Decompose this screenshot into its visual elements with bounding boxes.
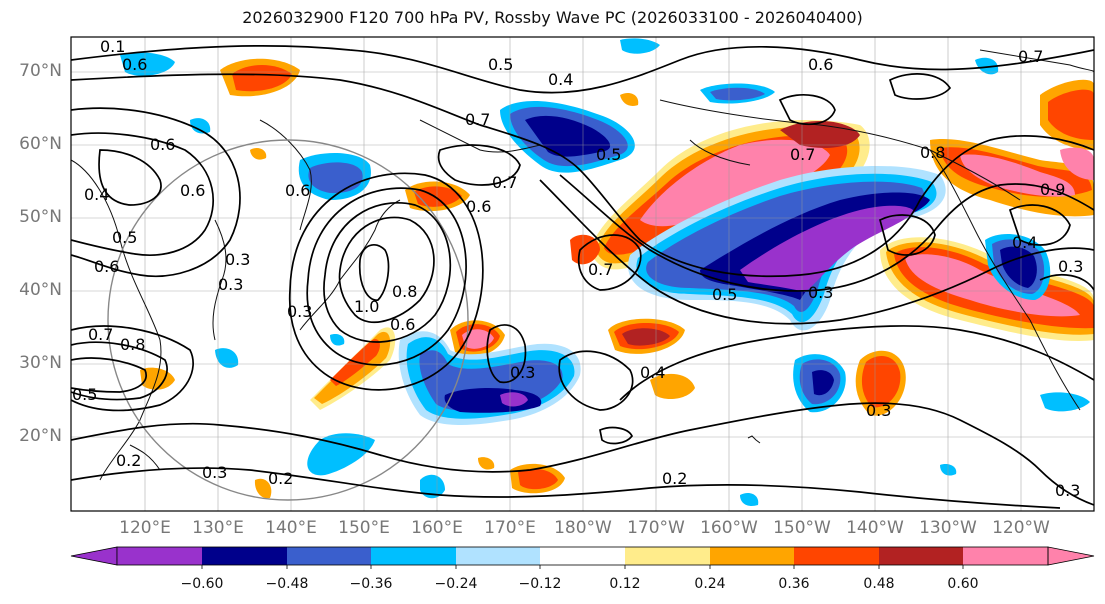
lat-label-70n: 70°N <box>19 61 62 81</box>
colorbar-tick-label: −0.36 <box>349 576 393 592</box>
contour-label: 0.6 <box>180 181 205 200</box>
lon-label-150w: 150°W <box>773 518 831 538</box>
lat-label-60n: 60°N <box>19 134 62 154</box>
colorbar-bin <box>879 547 963 565</box>
contour-label: 1.0 <box>354 297 379 316</box>
colorbar-bin <box>540 547 625 565</box>
contour-label: 0.5 <box>112 228 137 247</box>
lon-label-120w: 120°W <box>992 518 1050 538</box>
lon-label-170w: 170°W <box>627 518 685 538</box>
colorbar-bin <box>202 547 287 565</box>
contour-label: 0.4 <box>84 185 109 204</box>
lon-label-180w: 180°W <box>554 518 612 538</box>
lat-label-30n: 30°N <box>19 353 62 373</box>
contour-label: 0.6 <box>808 55 833 74</box>
contour-label: 0.7 <box>1018 47 1043 66</box>
colorbar-min-extend <box>70 546 118 566</box>
lon-label-160e: 160°E <box>411 518 463 538</box>
contour-label: 0.3 <box>808 283 833 302</box>
lat-label-50n: 50°N <box>19 207 62 227</box>
colorbar-tick-label: 0.36 <box>778 576 810 592</box>
contour-label: 0.7 <box>790 145 815 164</box>
colorbar-tick-label: −0.60 <box>180 576 224 592</box>
map-title: 2026032900 F120 700 hPa PV, Rossby Wave … <box>242 8 863 27</box>
contour-label: 0.3 <box>287 302 312 321</box>
contour-label: 0.9 <box>1040 180 1065 199</box>
contour-label: 0.5 <box>488 55 513 74</box>
coastlines <box>71 49 1094 481</box>
colorbar-tick-label: 0.60 <box>947 576 979 592</box>
contour-label: 0.3 <box>225 250 250 269</box>
contour-label: 0.6 <box>94 257 119 276</box>
colorbar-bin <box>456 547 540 565</box>
contour-label: 0.1 <box>100 37 125 56</box>
contour-label: 0.3 <box>202 463 227 482</box>
colorbar-bin <box>117 547 202 565</box>
colorbar-bin <box>710 547 794 565</box>
contour-label: 0.4 <box>1012 233 1037 252</box>
graticule <box>71 37 1094 511</box>
colorbar-tick-label: 0.48 <box>863 576 895 592</box>
contour-label: 0.8 <box>392 282 417 301</box>
contour-label: 0.7 <box>588 260 613 279</box>
contour-label: 0.2 <box>116 451 141 470</box>
colorbar-bin <box>794 547 879 565</box>
colorbar-bin <box>371 547 456 565</box>
contour-label: 0.3 <box>510 363 535 382</box>
lon-label-140w: 140°W <box>846 518 904 538</box>
lon-label-130w: 130°W <box>919 518 977 538</box>
contour-label: 0.3 <box>1055 481 1080 500</box>
contour-label: 0.4 <box>548 70 573 89</box>
contour-label: 0.6 <box>390 315 415 334</box>
reference-circle <box>107 139 469 501</box>
contour-label: 0.2 <box>662 469 687 488</box>
colorbar-tick-label: 0.12 <box>609 576 641 592</box>
contour-label: 0.5 <box>72 385 97 404</box>
negative-anomaly-shading <box>120 38 1090 506</box>
contour-label: 0.6 <box>466 197 491 216</box>
pv-contours <box>71 45 1094 509</box>
contour-label: 0.3 <box>1058 257 1083 276</box>
lon-label-130e: 130°E <box>192 518 244 538</box>
lon-label-170e: 170°E <box>484 518 536 538</box>
positive-anomaly-shading <box>140 58 1094 499</box>
colorbar-tick-label: −0.12 <box>518 576 562 592</box>
lon-label-140e: 140°E <box>265 518 317 538</box>
contour-label: 0.8 <box>920 143 945 162</box>
contour-label: 0.5 <box>712 285 737 304</box>
contour-label: 0.6 <box>150 135 175 154</box>
lat-label-20n: 20°N <box>19 426 62 446</box>
contour-label: 0.3 <box>866 401 891 420</box>
contour-labels: 0.1 0.6 0.5 0.4 0.6 0.7 0.5 0.7 0.6 0.6 … <box>72 37 1083 500</box>
contour-label: 0.5 <box>596 145 621 164</box>
contour-label: 0.2 <box>268 469 293 488</box>
colorbar-max-extend <box>1047 546 1095 566</box>
contour-label: 0.6 <box>122 55 147 74</box>
colorbar-tick-label: −0.24 <box>434 576 478 592</box>
lon-label-120e: 120°E <box>119 518 171 538</box>
contour-label: 0.7 <box>492 173 517 192</box>
contour-label: 0.4 <box>640 363 665 382</box>
colorbar-bin <box>963 547 1048 565</box>
lat-label-40n: 40°N <box>19 280 62 300</box>
map-frame <box>70 36 1095 512</box>
contour-label: 0.7 <box>88 325 113 344</box>
colorbar-bin <box>625 547 710 565</box>
contour-label: 0.6 <box>285 181 310 200</box>
lon-label-150e: 150°E <box>338 518 390 538</box>
contour-label: 0.3 <box>218 275 243 294</box>
contour-label: 0.7 <box>465 110 490 129</box>
colorbar-tick-label: −0.48 <box>265 576 309 592</box>
lon-label-160w: 160°W <box>700 518 758 538</box>
map-field: 0.1 0.6 0.5 0.4 0.6 0.7 0.5 0.7 0.6 0.6 … <box>71 37 1094 511</box>
colorbar-tick-label: 0.24 <box>694 576 726 592</box>
contour-label: 0.8 <box>120 335 145 354</box>
colorbar-bin <box>287 547 371 565</box>
colorbar <box>70 546 1095 569</box>
